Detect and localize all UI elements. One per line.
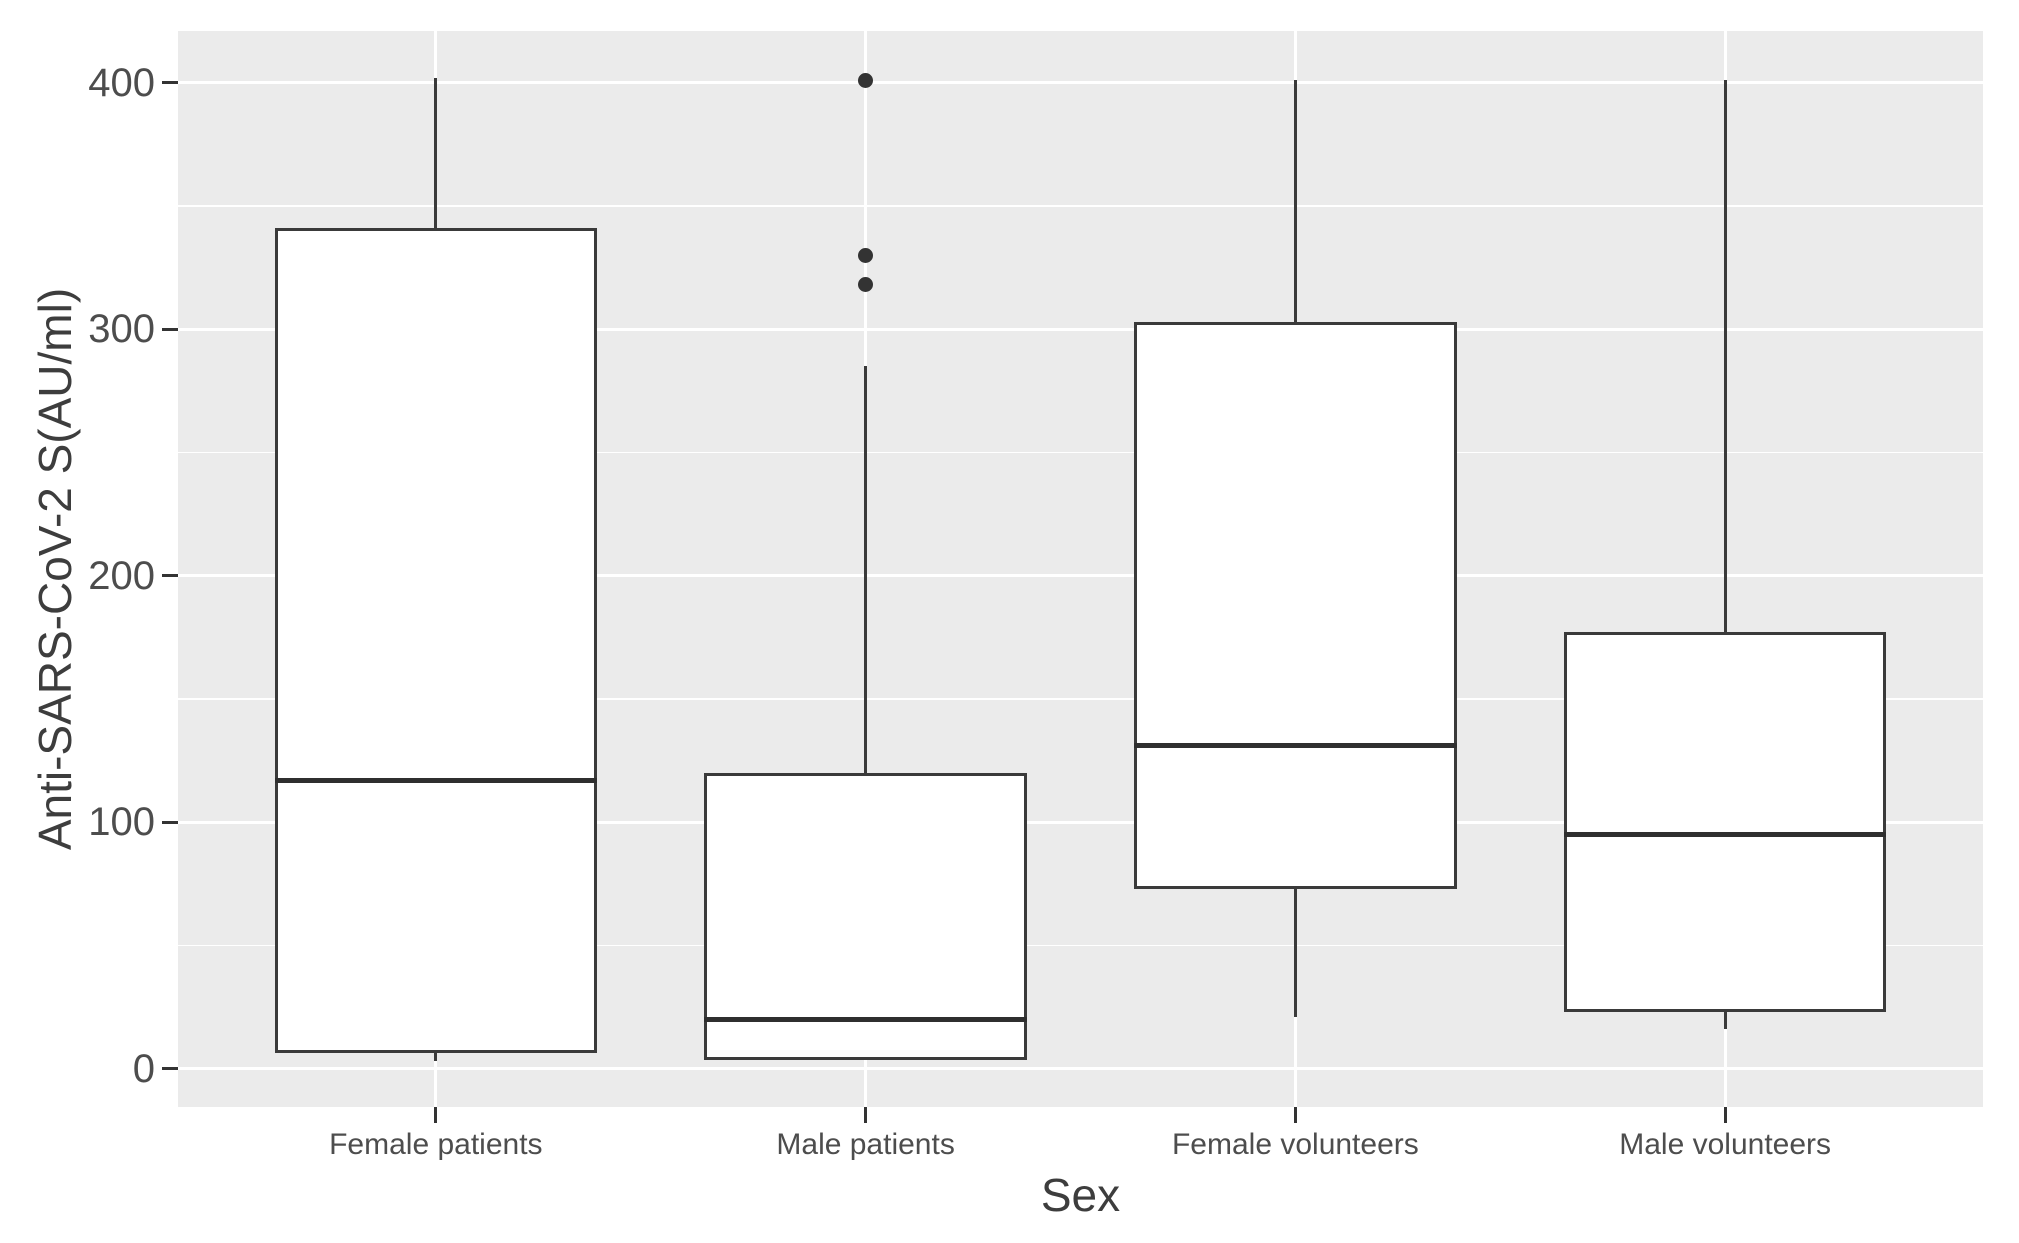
- outlier-dot: [858, 72, 874, 88]
- y-tick-mark: [162, 81, 178, 85]
- x-tick-mark: [864, 1107, 868, 1123]
- box-whisker-upper: [1293, 80, 1297, 322]
- grid-minor-line: [178, 944, 1983, 947]
- grid-major-line: [178, 820, 1983, 824]
- y-tick-label: 200: [88, 553, 155, 598]
- y-tick-label: 300: [88, 307, 155, 352]
- grid-major-line: [178, 1067, 1983, 1071]
- box-whisker-upper: [434, 77, 438, 229]
- box-median-line: [274, 777, 597, 783]
- box-whisker-lower: [434, 1052, 438, 1062]
- grid-minor-line: [178, 205, 1983, 207]
- outlier-dot: [858, 277, 874, 293]
- x-tick-label: Male patients: [776, 1128, 955, 1161]
- x-tick-mark: [1293, 1107, 1297, 1123]
- box-rect: [704, 772, 1027, 1061]
- x-tick-label: Female patients: [329, 1128, 543, 1161]
- y-tick-label: 400: [88, 60, 155, 105]
- box-median-line: [1134, 743, 1457, 749]
- x-tick-mark: [434, 1107, 438, 1123]
- y-tick-mark: [162, 820, 178, 824]
- grid-major-line: [178, 327, 1983, 331]
- box-rect: [274, 228, 597, 1053]
- x-tick-mark: [1723, 1107, 1727, 1123]
- box-whisker-upper: [864, 366, 868, 773]
- outlier-dot: [858, 247, 874, 263]
- box-whisker-lower: [1723, 1012, 1727, 1030]
- box-whisker-upper: [1723, 80, 1727, 633]
- grid-minor-line: [178, 451, 1983, 454]
- grid-major-line: [178, 81, 1983, 85]
- box-rect: [1563, 632, 1887, 1013]
- x-tick-label: Male volunteers: [1619, 1128, 1832, 1161]
- x-tick-label: Female volunteers: [1171, 1128, 1419, 1161]
- box-rect: [1134, 321, 1457, 889]
- y-tick-label: 100: [88, 800, 155, 845]
- y-tick-label: 0: [132, 1046, 155, 1091]
- grid-minor-line: [178, 698, 1983, 700]
- y-tick-mark: [162, 327, 178, 331]
- y-tick-mark: [162, 574, 178, 578]
- box-median-line: [704, 1016, 1027, 1022]
- box-whisker-lower: [1293, 888, 1297, 1017]
- box-median-line: [1563, 832, 1887, 838]
- y-tick-mark: [162, 1067, 178, 1071]
- x-axis-title: Sex: [1040, 1169, 1121, 1221]
- grid-major-line: [178, 574, 1983, 578]
